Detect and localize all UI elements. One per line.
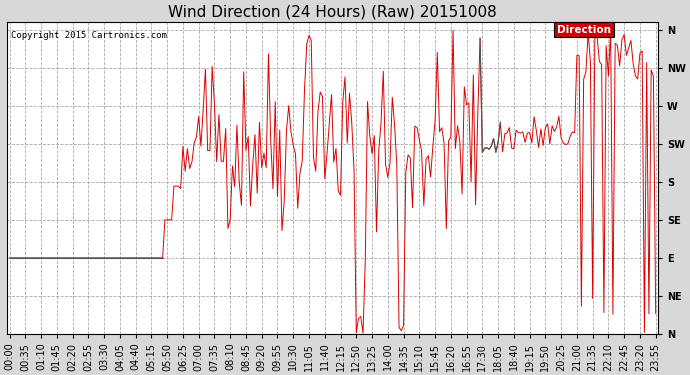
Text: Copyright 2015 Cartronics.com: Copyright 2015 Cartronics.com bbox=[10, 31, 166, 40]
Text: Direction: Direction bbox=[557, 25, 611, 35]
Title: Wind Direction (24 Hours) (Raw) 20151008: Wind Direction (24 Hours) (Raw) 20151008 bbox=[168, 4, 497, 19]
